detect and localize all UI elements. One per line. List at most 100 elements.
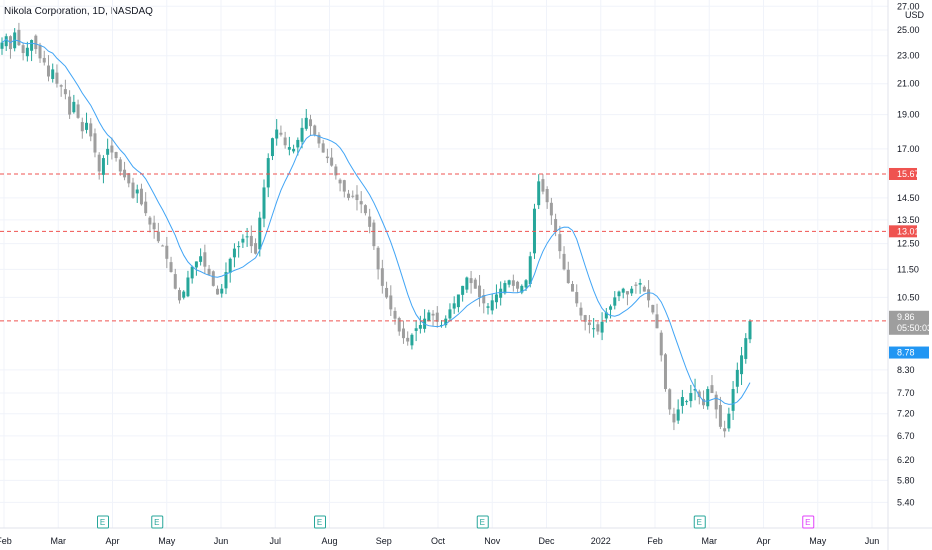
candle-body bbox=[630, 288, 634, 294]
candle-body bbox=[689, 392, 693, 402]
candle-body bbox=[554, 219, 558, 232]
price-tag-text: 9.86 bbox=[897, 312, 915, 322]
candle-body bbox=[473, 279, 477, 289]
earnings-marker-label: E bbox=[480, 518, 485, 527]
candle-body bbox=[254, 243, 258, 254]
candle-body bbox=[342, 180, 346, 192]
candle-body bbox=[596, 324, 600, 332]
candle-body bbox=[587, 322, 591, 326]
candle-body bbox=[401, 328, 405, 339]
candle-body bbox=[347, 193, 351, 198]
candle-body bbox=[21, 45, 25, 54]
x-tick-label: Apr bbox=[756, 536, 770, 546]
candle-body bbox=[482, 295, 486, 304]
candle-body bbox=[97, 154, 101, 172]
candle-body bbox=[571, 284, 575, 292]
candle-body bbox=[93, 133, 97, 153]
candle-body bbox=[668, 389, 672, 410]
candle-body bbox=[503, 283, 507, 294]
candle-body bbox=[702, 398, 706, 406]
y-tick-label: 7.70 bbox=[897, 388, 915, 398]
candle-body bbox=[511, 280, 515, 286]
earnings-marker bbox=[476, 515, 489, 529]
candle-body bbox=[456, 294, 460, 308]
x-tick-label: Aug bbox=[321, 536, 337, 546]
candle-body bbox=[161, 245, 165, 247]
candle-body bbox=[182, 291, 186, 298]
candle-body bbox=[465, 277, 469, 290]
candle-body bbox=[338, 179, 342, 184]
y-tick-label: 14.50 bbox=[897, 193, 920, 203]
y-tick-label: 7.20 bbox=[897, 409, 915, 419]
candle-body bbox=[4, 36, 8, 47]
candle-body bbox=[123, 169, 127, 178]
candle-body bbox=[38, 44, 42, 59]
candle-body bbox=[685, 401, 689, 403]
candle-body bbox=[676, 409, 680, 421]
earnings-marker-label: E bbox=[100, 518, 105, 527]
candle-body bbox=[262, 187, 266, 219]
x-tick-label: Oct bbox=[431, 536, 446, 546]
candle-body bbox=[718, 404, 722, 427]
candle-body bbox=[190, 266, 194, 279]
candle-body bbox=[452, 303, 456, 309]
candle-body bbox=[372, 222, 376, 247]
candle-body bbox=[393, 310, 397, 319]
x-tick-label: Sep bbox=[376, 536, 392, 546]
candle-body bbox=[59, 85, 63, 87]
candle-body bbox=[541, 179, 545, 192]
candle-body bbox=[110, 145, 114, 153]
candle-body bbox=[524, 280, 528, 288]
y-tick-label: 8.30 bbox=[897, 365, 915, 375]
candle-body bbox=[203, 252, 207, 267]
candle-body bbox=[617, 291, 621, 297]
price-tag bbox=[889, 346, 929, 359]
x-tick-label: Feb bbox=[647, 536, 663, 546]
candle-body bbox=[199, 256, 203, 262]
candle-body bbox=[186, 277, 190, 297]
candle-body bbox=[414, 328, 418, 331]
candle-body bbox=[351, 195, 355, 197]
candle-body bbox=[279, 132, 283, 135]
candle-body bbox=[545, 189, 549, 203]
x-tick-label: Dec bbox=[538, 536, 555, 546]
candle-body bbox=[283, 137, 287, 146]
price-tag bbox=[889, 310, 929, 335]
candle-body bbox=[735, 369, 739, 387]
candle-body bbox=[177, 290, 181, 301]
y-tick-label: 17.00 bbox=[897, 144, 920, 154]
candle-body bbox=[672, 413, 676, 423]
candle-body bbox=[731, 389, 735, 411]
candle-body bbox=[469, 278, 473, 284]
candle-body bbox=[237, 246, 241, 248]
x-tick-label: 2022 bbox=[591, 536, 611, 546]
level-tag bbox=[889, 225, 917, 238]
y-tick-label: 5.80 bbox=[897, 475, 915, 485]
y-tick-label: 10.50 bbox=[897, 292, 920, 302]
earnings-marker-label: E bbox=[317, 518, 322, 527]
candle-body bbox=[194, 261, 198, 268]
candle-body bbox=[0, 42, 4, 49]
candle-body bbox=[207, 268, 211, 275]
candle-body bbox=[287, 147, 291, 150]
candle-body bbox=[651, 304, 655, 313]
candle-body bbox=[520, 285, 524, 293]
candle-body bbox=[355, 194, 359, 201]
candle-body bbox=[313, 125, 317, 135]
earnings-marker bbox=[97, 515, 109, 529]
candle-body bbox=[131, 182, 135, 198]
earnings-marker-label: E bbox=[805, 518, 810, 527]
candle-body bbox=[740, 355, 744, 375]
candle-body bbox=[80, 122, 84, 132]
y-tick-label: 23.00 bbox=[897, 51, 920, 61]
y-tick-label: 13.50 bbox=[897, 215, 920, 225]
level-tag bbox=[889, 167, 917, 180]
candle-body bbox=[444, 318, 448, 326]
candle-body bbox=[634, 284, 638, 286]
candle-body bbox=[693, 389, 697, 391]
candle-body bbox=[106, 148, 110, 155]
candle-body bbox=[63, 89, 67, 95]
candle-body bbox=[211, 271, 215, 286]
candle-body bbox=[579, 307, 583, 316]
